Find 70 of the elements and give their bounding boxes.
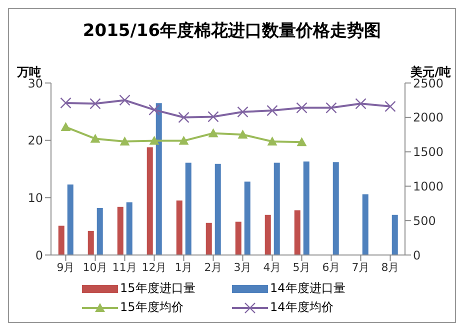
point [296, 102, 308, 114]
legend-label: 15年度进口量 [120, 280, 196, 297]
legend-label: 14年度进口量 [270, 280, 346, 297]
bar [185, 162, 192, 255]
bar [244, 182, 250, 255]
point [384, 100, 396, 112]
y2-tick-label: 1500 [413, 145, 444, 160]
bar [156, 103, 162, 255]
point [60, 122, 71, 132]
y-tick-label: 30 [28, 76, 43, 90]
x-tick-label: 4月 [263, 260, 282, 274]
y-tick-label: 10 [28, 190, 43, 205]
point [178, 136, 189, 145]
point [90, 134, 100, 143]
x-tick-label: 5月 [292, 260, 311, 274]
point [90, 98, 101, 110]
point [296, 137, 307, 146]
bar [126, 202, 132, 255]
y2-tick-label: 1000 [413, 179, 444, 194]
bar [274, 162, 280, 255]
point [148, 104, 160, 116]
point [178, 112, 190, 123]
bar [67, 184, 74, 255]
y2-tick-label: 0 [413, 248, 421, 262]
bar [214, 164, 221, 255]
bar [332, 162, 339, 255]
y2-tick-label: 2000 [413, 110, 444, 125]
point [119, 94, 130, 106]
x-tick-label: 10月 [82, 260, 108, 274]
point [267, 136, 278, 146]
bar [206, 222, 212, 255]
y2-axis-title: 美元/吨 [410, 64, 451, 79]
bar [392, 214, 398, 255]
x-tick-label: 11月 [112, 260, 138, 274]
bar [303, 162, 310, 255]
point [326, 102, 337, 114]
legend-label: 14年度均价 [270, 299, 334, 316]
x-tick-label: 6月 [322, 260, 340, 274]
x-tick-label: 8月 [381, 260, 400, 274]
bar [294, 210, 300, 255]
x-tick-label: 12月 [142, 260, 167, 274]
chart-title: 2015/16年度棉花进口数量价格走势图 [82, 20, 382, 42]
y-axis-title: 万吨 [17, 64, 41, 79]
bar [146, 147, 153, 255]
x-tick-label: 9月 [56, 260, 75, 274]
y-tick-label: 20 [28, 134, 43, 148]
point [355, 98, 366, 110]
bar [362, 194, 368, 255]
point [208, 111, 219, 122]
bar [117, 206, 124, 255]
point [60, 97, 72, 109]
bar [96, 208, 103, 255]
point [149, 136, 160, 145]
bar [88, 230, 94, 255]
y2-tick-label: 500 [413, 214, 436, 228]
point [238, 130, 248, 139]
bar [264, 214, 271, 255]
bar [235, 222, 242, 255]
bar [58, 226, 64, 255]
point [208, 128, 218, 138]
point [266, 104, 278, 116]
point [237, 106, 248, 118]
bar [176, 200, 182, 255]
y-tick-label: 0 [35, 248, 43, 262]
x-tick-label: 7月 [352, 260, 370, 274]
legend-label: 15年度均价 [120, 299, 184, 316]
x-tick-label: 1月 [174, 260, 193, 274]
x-tick-label: 2月 [204, 260, 222, 274]
point [120, 136, 130, 146]
x-tick-label: 3月 [234, 260, 252, 274]
